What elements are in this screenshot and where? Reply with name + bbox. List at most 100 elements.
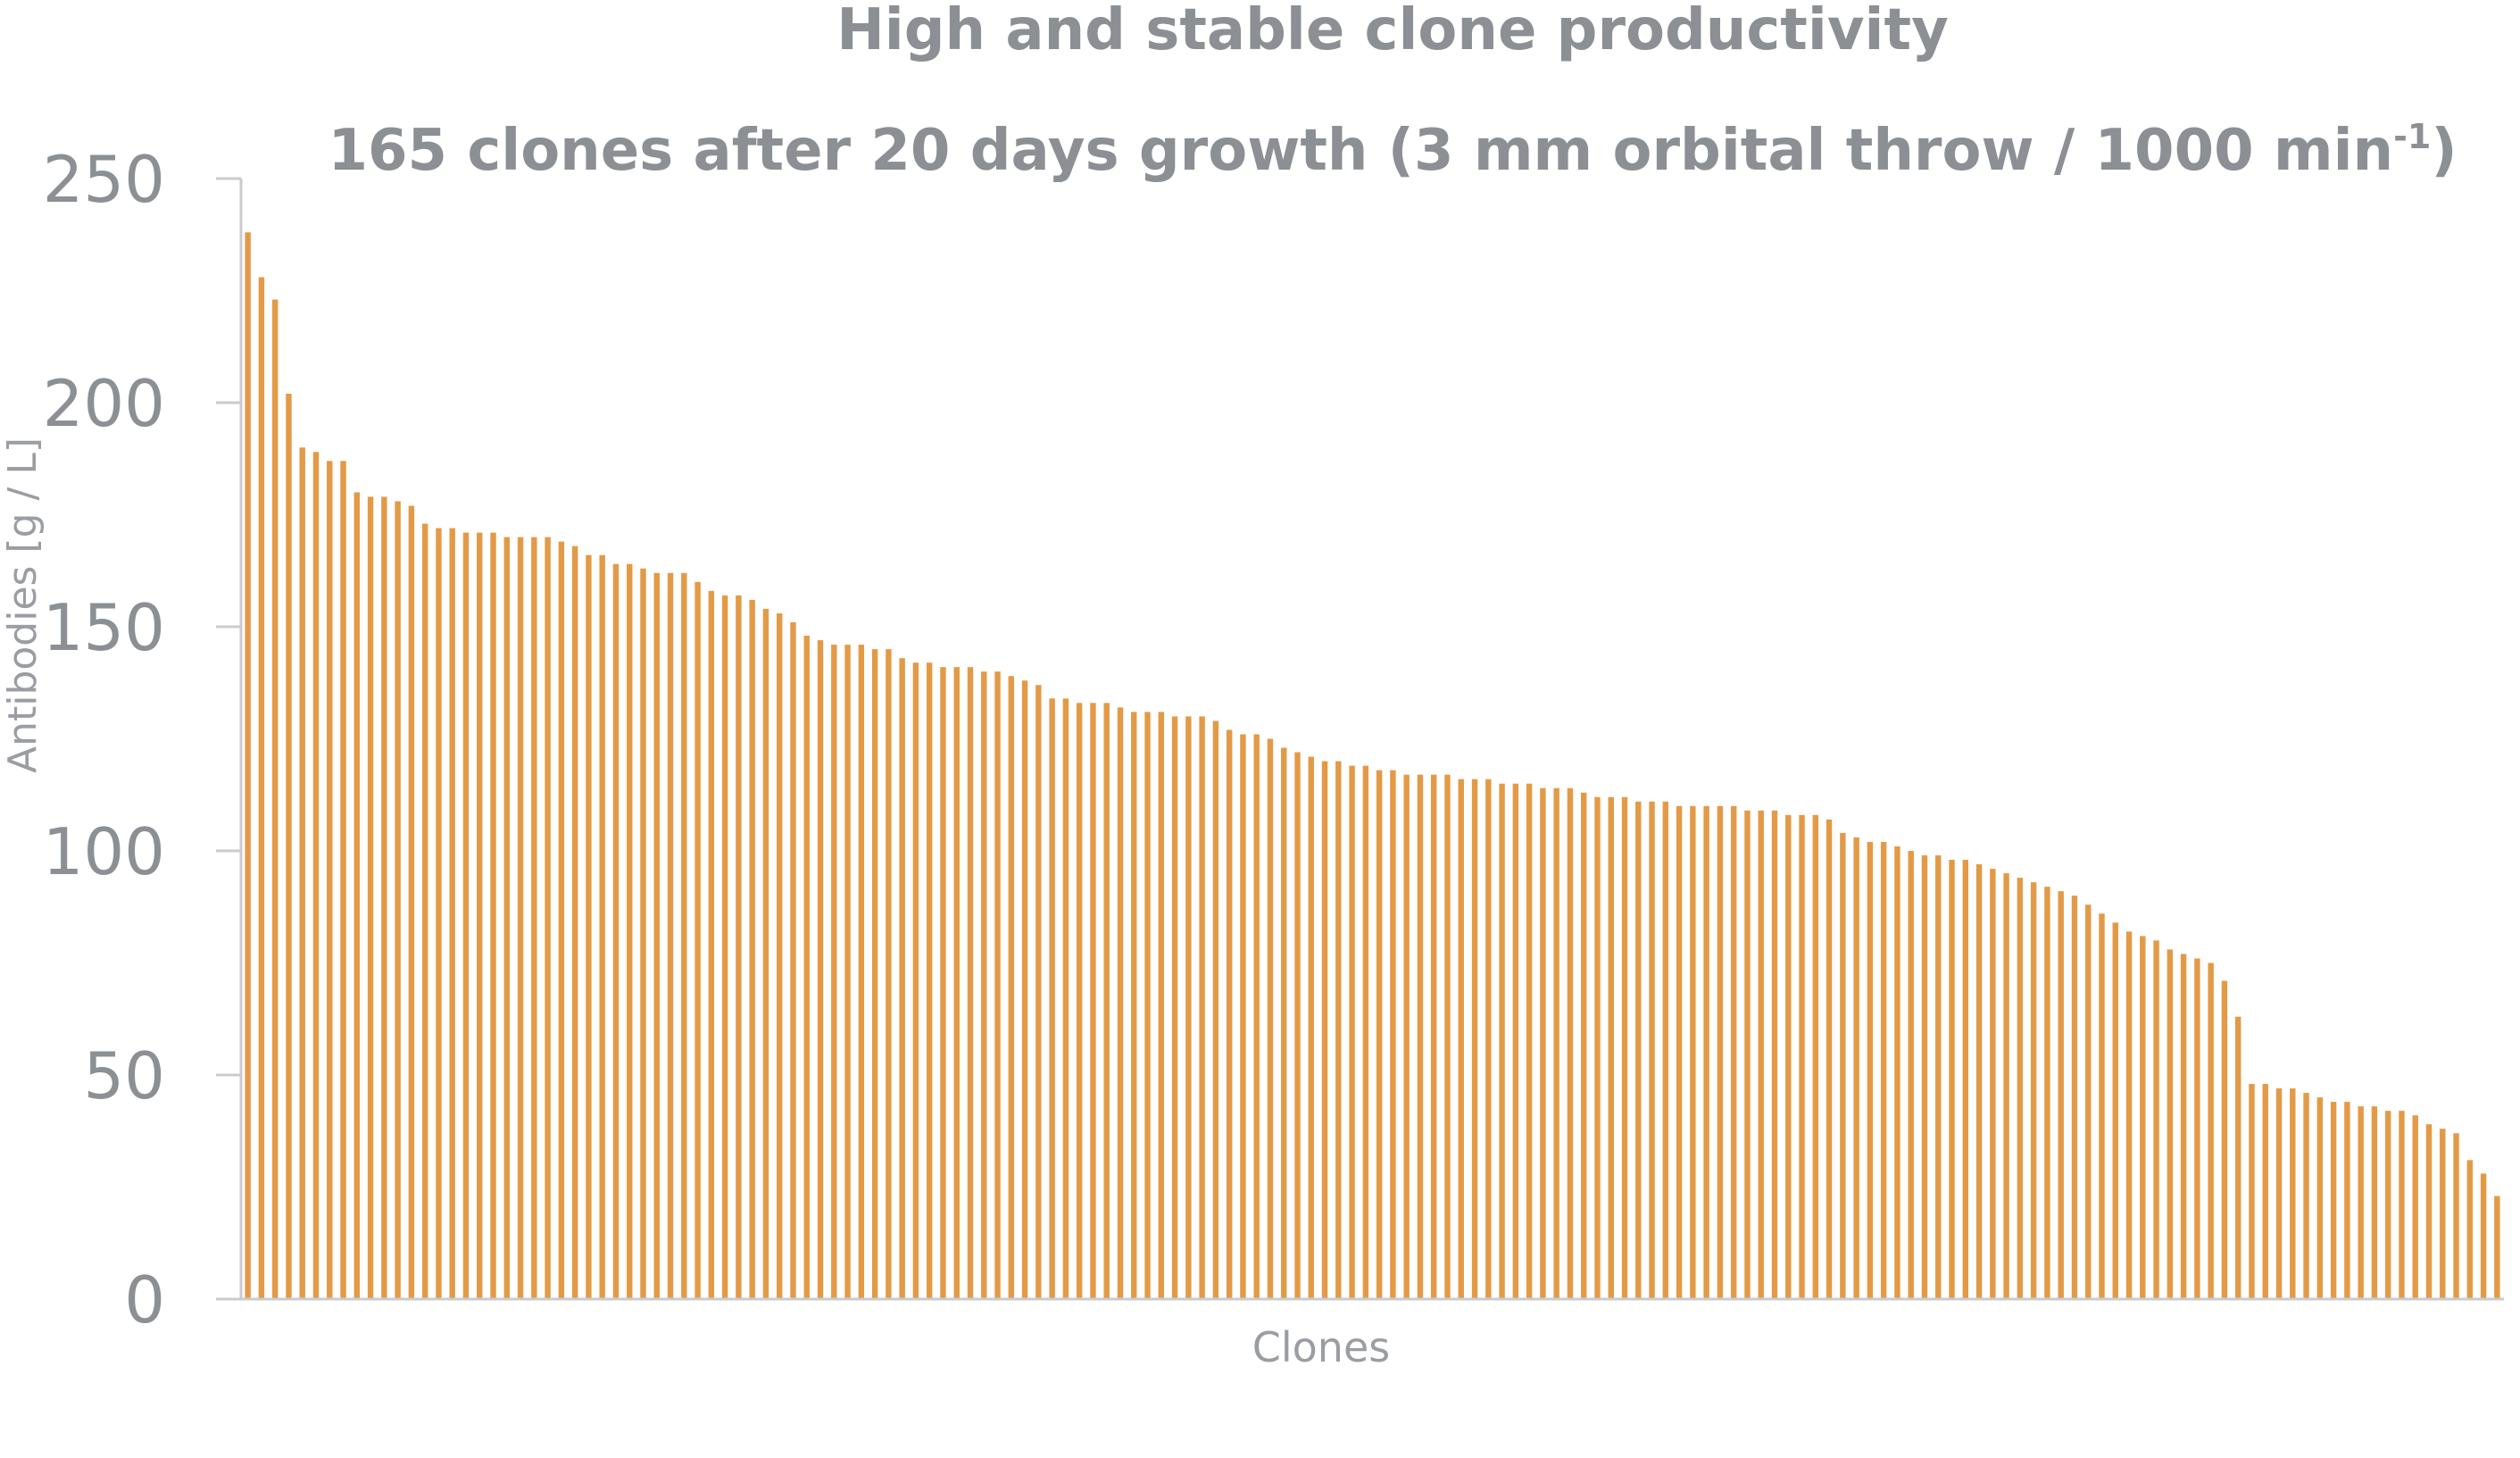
bar-clone-161 <box>2425 1124 2433 1299</box>
bar-clone-1 <box>245 232 251 1299</box>
bar-clone-78 <box>1294 752 1301 1299</box>
bar-clone-59 <box>1035 685 1042 1299</box>
bar-clone-113 <box>1771 810 1778 1299</box>
bar-clone-86 <box>1403 774 1410 1299</box>
chart-subtitle-superscript: -1 <box>2393 117 2431 156</box>
bar-clone-134 <box>2058 891 2064 1299</box>
bar-clone-49 <box>899 658 905 1299</box>
bar-clone-51 <box>926 662 933 1299</box>
bar-clone-154 <box>2330 1102 2337 1299</box>
bar-clone-47 <box>871 649 878 1299</box>
bar-clone-116 <box>1812 814 1819 1299</box>
bar-clone-71 <box>1199 716 1205 1299</box>
bar-clone-105 <box>1662 801 1669 1299</box>
bar-clone-141 <box>2153 940 2159 1299</box>
bar-clone-123 <box>1908 851 1914 1299</box>
x-axis-label: Clones <box>1252 1323 1390 1371</box>
bar-clone-42 <box>803 636 810 1299</box>
bar-clone-157 <box>2371 1106 2378 1299</box>
bar-clone-144 <box>2194 958 2200 1299</box>
bar-clone-90 <box>1458 779 1464 1299</box>
bar-clone-126 <box>1949 860 1955 1299</box>
bar-clone-56 <box>994 671 1001 1299</box>
bar-clone-83 <box>1362 765 1369 1299</box>
bar-clone-21 <box>517 537 524 1299</box>
bar-clone-60 <box>1049 698 1055 1299</box>
bar-clone-92 <box>1485 779 1492 1299</box>
bar-clone-66 <box>1131 712 1137 1299</box>
bar-clone-93 <box>1499 783 1505 1299</box>
bar-clone-114 <box>1785 814 1792 1299</box>
bar-clone-38 <box>749 599 755 1299</box>
bar-clone-84 <box>1376 770 1383 1299</box>
bars <box>245 232 2500 1300</box>
chart-title: High and stable clone productivity <box>836 0 1949 63</box>
bar-clone-26 <box>586 554 592 1299</box>
bar-clone-120 <box>1867 841 1874 1299</box>
bar-clone-36 <box>721 595 728 1299</box>
bar-clone-146 <box>2221 980 2228 1299</box>
bar-clone-81 <box>1335 761 1342 1299</box>
bar-clone-133 <box>2044 887 2050 1299</box>
bar-clone-34 <box>694 581 701 1299</box>
bar-clone-54 <box>967 667 974 1299</box>
bar-clone-28 <box>612 563 620 1299</box>
y-axis: 0 50 100 150 200 250 <box>43 142 243 1337</box>
bar-clone-143 <box>2180 954 2187 1299</box>
bar-clone-63 <box>1090 703 1096 1299</box>
y-tick-label: 0 <box>124 1262 165 1337</box>
bar-clone-10 <box>367 496 374 1299</box>
bar-clone-57 <box>1008 676 1015 1299</box>
bar-clone-125 <box>1935 855 1942 1299</box>
bar-clone-155 <box>2344 1102 2350 1299</box>
bar-clone-52 <box>940 667 946 1299</box>
bar-clone-115 <box>1799 814 1805 1299</box>
bar-clone-7 <box>327 461 333 1299</box>
bar-clone-70 <box>1185 716 1192 1299</box>
bar-clone-77 <box>1281 747 1287 1299</box>
bar-clone-74 <box>1240 734 1246 1299</box>
bar-clone-165 <box>2480 1173 2487 1299</box>
bar-clone-136 <box>2085 904 2092 1299</box>
bar-clone-5 <box>299 447 305 1299</box>
bar-clone-110 <box>1730 805 1737 1299</box>
y-tick-label: 100 <box>43 814 165 889</box>
bar-clone-135 <box>2071 896 2078 1299</box>
bar-clone-76 <box>1267 738 1274 1299</box>
y-tick-label: 150 <box>43 590 165 665</box>
bar-clone-35 <box>708 590 715 1299</box>
bar-clone-2 <box>258 277 265 1300</box>
bar-clone-108 <box>1703 805 1709 1299</box>
bar-clone-41 <box>790 621 796 1299</box>
bar-clone-102 <box>1621 796 1628 1299</box>
bar-clone-96 <box>1540 787 1546 1299</box>
bar-clone-166 <box>2494 1196 2500 1299</box>
bar-clone-15 <box>436 528 442 1299</box>
bar-clone-117 <box>1826 819 1833 1299</box>
bar-clone-68 <box>1158 712 1164 1299</box>
bar-clone-37 <box>736 595 742 1299</box>
bar-clone-65 <box>1117 707 1124 1299</box>
bar-clone-95 <box>1526 783 1533 1299</box>
bar-clone-106 <box>1676 805 1683 1299</box>
bar-clone-73 <box>1226 729 1233 1299</box>
bar-clone-127 <box>1962 860 1968 1299</box>
bar-clone-24 <box>558 541 565 1299</box>
y-tick-label: 250 <box>43 142 165 217</box>
bar-clone-128 <box>1975 864 1983 1299</box>
bar-clone-156 <box>2358 1106 2364 1299</box>
bar-clone-119 <box>1853 837 1859 1299</box>
bar-clone-55 <box>981 671 987 1299</box>
bar-clone-45 <box>844 645 851 1299</box>
bar-clone-32 <box>667 572 674 1299</box>
bar-clone-46 <box>858 645 865 1299</box>
bar-clone-6 <box>312 452 320 1300</box>
bar-clone-13 <box>408 505 415 1299</box>
bar-clone-142 <box>2167 949 2174 1299</box>
bar-clone-44 <box>831 645 837 1299</box>
bar-clone-25 <box>571 546 578 1299</box>
bar-clone-4 <box>286 393 292 1300</box>
bar-clone-43 <box>817 640 824 1299</box>
chart-subtitle: 165 clones after 20 days growth (3 mm or… <box>328 117 2457 184</box>
